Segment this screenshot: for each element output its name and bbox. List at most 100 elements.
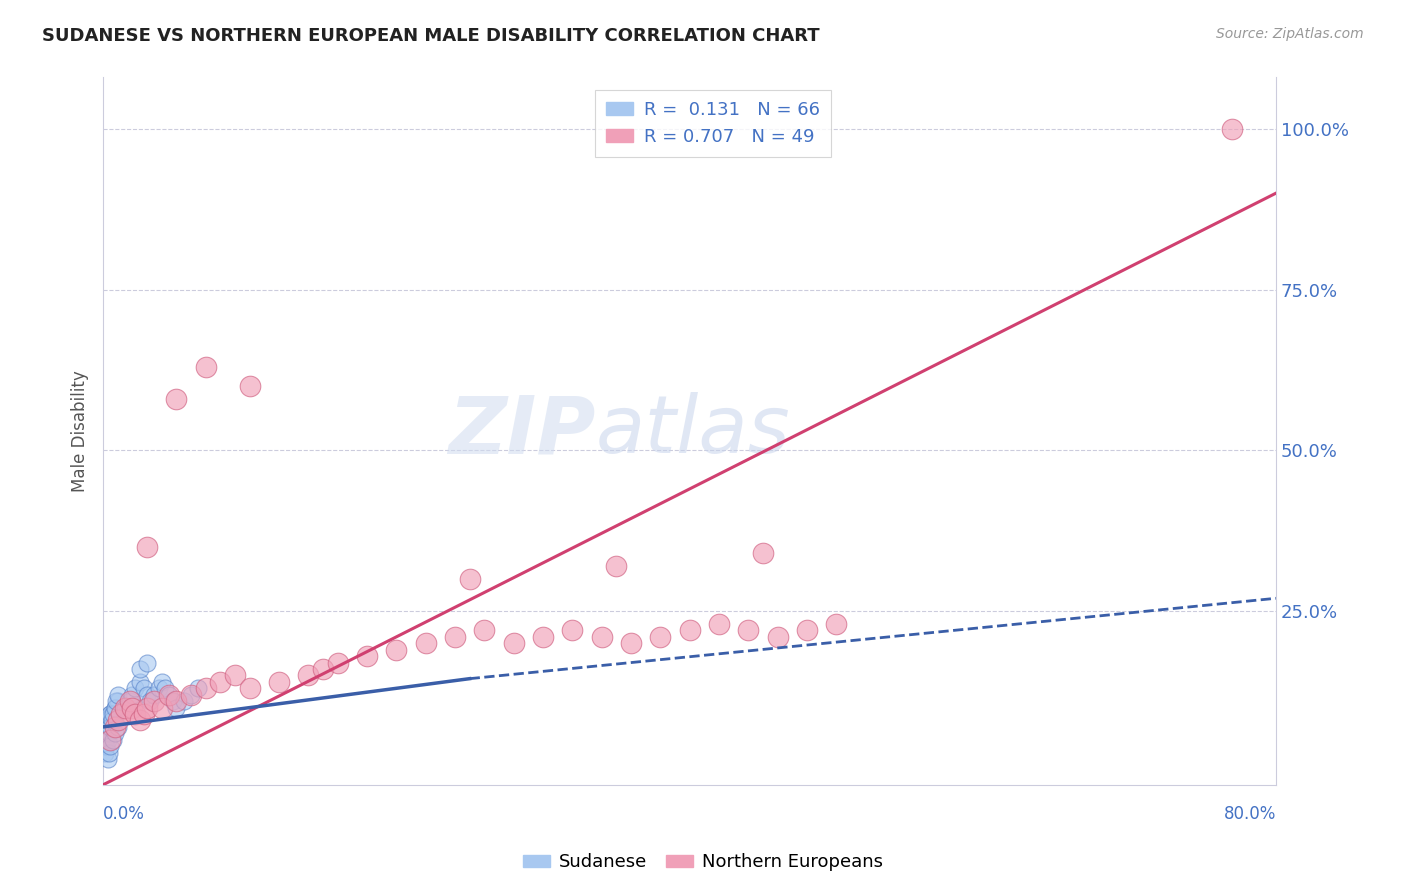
Point bbox=[239, 379, 262, 393]
Point bbox=[385, 642, 408, 657]
Point bbox=[239, 681, 262, 696]
Point bbox=[104, 726, 127, 740]
Point bbox=[128, 662, 150, 676]
Point bbox=[94, 726, 117, 740]
Point bbox=[165, 700, 187, 714]
Point bbox=[531, 630, 554, 644]
Point bbox=[97, 723, 120, 737]
Point bbox=[796, 624, 818, 638]
Point bbox=[93, 720, 115, 734]
Point bbox=[136, 688, 159, 702]
Point bbox=[136, 540, 159, 554]
Point bbox=[104, 700, 127, 714]
Point bbox=[752, 546, 775, 560]
Point bbox=[94, 714, 117, 728]
Point bbox=[326, 656, 349, 670]
Point bbox=[194, 359, 217, 374]
Point bbox=[96, 723, 118, 737]
Point bbox=[107, 694, 129, 708]
Point bbox=[121, 688, 143, 702]
Point bbox=[1220, 121, 1243, 136]
Point bbox=[96, 716, 118, 731]
Point bbox=[180, 688, 202, 702]
Point bbox=[114, 700, 136, 714]
Point bbox=[165, 694, 187, 708]
Point bbox=[561, 624, 583, 638]
Point bbox=[118, 694, 141, 708]
Point bbox=[124, 706, 146, 721]
Point bbox=[502, 636, 524, 650]
Point bbox=[98, 710, 121, 724]
Point bbox=[650, 630, 672, 644]
Text: 0.0%: 0.0% bbox=[103, 805, 145, 823]
Point bbox=[93, 739, 115, 754]
Point bbox=[134, 706, 156, 721]
Point bbox=[98, 706, 121, 721]
Point bbox=[162, 694, 184, 708]
Point bbox=[107, 720, 129, 734]
Point bbox=[194, 681, 217, 696]
Point bbox=[96, 720, 118, 734]
Y-axis label: Male Disability: Male Disability bbox=[72, 370, 89, 492]
Point bbox=[114, 700, 136, 714]
Point bbox=[103, 732, 125, 747]
Point bbox=[153, 681, 176, 696]
Point bbox=[620, 636, 643, 650]
Point bbox=[173, 694, 195, 708]
Point bbox=[209, 674, 232, 689]
Point bbox=[98, 726, 121, 740]
Point bbox=[100, 706, 122, 721]
Point bbox=[128, 714, 150, 728]
Legend: Sudanese, Northern Europeans: Sudanese, Northern Europeans bbox=[516, 847, 890, 879]
Point bbox=[180, 688, 202, 702]
Point bbox=[98, 714, 121, 728]
Point bbox=[187, 681, 209, 696]
Point bbox=[157, 688, 180, 702]
Point bbox=[105, 694, 128, 708]
Point bbox=[297, 668, 319, 682]
Text: SUDANESE VS NORTHERN EUROPEAN MALE DISABILITY CORRELATION CHART: SUDANESE VS NORTHERN EUROPEAN MALE DISAB… bbox=[42, 27, 820, 45]
Point bbox=[128, 674, 150, 689]
Point bbox=[94, 739, 117, 754]
Point bbox=[150, 700, 173, 714]
Point bbox=[150, 674, 173, 689]
Point bbox=[107, 714, 129, 728]
Point bbox=[472, 624, 495, 638]
Point bbox=[103, 714, 125, 728]
Point bbox=[139, 694, 162, 708]
Legend: R =  0.131   N = 66, R = 0.707   N = 49: R = 0.131 N = 66, R = 0.707 N = 49 bbox=[595, 90, 831, 157]
Point bbox=[105, 706, 128, 721]
Text: ZIP: ZIP bbox=[449, 392, 596, 470]
Point bbox=[97, 716, 120, 731]
Text: Source: ZipAtlas.com: Source: ZipAtlas.com bbox=[1216, 27, 1364, 41]
Point bbox=[356, 649, 378, 664]
Point bbox=[134, 681, 156, 696]
Point bbox=[118, 694, 141, 708]
Point bbox=[96, 723, 118, 737]
Point bbox=[737, 624, 759, 638]
Point bbox=[94, 726, 117, 740]
Point bbox=[93, 746, 115, 760]
Point bbox=[104, 720, 127, 734]
Point bbox=[312, 662, 335, 676]
Point bbox=[121, 700, 143, 714]
Point bbox=[444, 630, 467, 644]
Point bbox=[93, 732, 115, 747]
Point bbox=[825, 617, 848, 632]
Point bbox=[93, 732, 115, 747]
Point bbox=[100, 720, 122, 734]
Point bbox=[98, 714, 121, 728]
Point bbox=[94, 730, 117, 744]
Point bbox=[96, 720, 118, 734]
Point bbox=[107, 688, 129, 702]
Point bbox=[98, 746, 121, 760]
Point bbox=[93, 726, 115, 740]
Point bbox=[96, 752, 118, 766]
Point bbox=[94, 723, 117, 737]
Text: 80.0%: 80.0% bbox=[1223, 805, 1277, 823]
Point bbox=[415, 636, 437, 650]
Point bbox=[101, 714, 124, 728]
Point bbox=[267, 674, 290, 689]
Point bbox=[136, 656, 159, 670]
Point bbox=[100, 739, 122, 754]
